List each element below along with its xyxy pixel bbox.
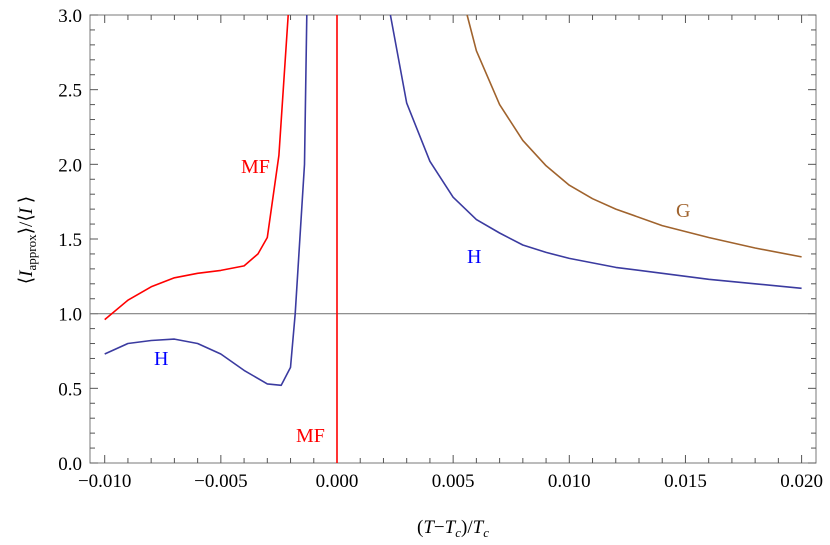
y-axis-title: ⟨Iapprox⟩/⟨I ⟩ (16, 196, 39, 284)
annotation-h-left: H (154, 348, 168, 370)
annotation-mf-vertical: MF (296, 425, 325, 447)
annotation-mf-left: MF (241, 156, 270, 178)
annotation-g: G (676, 200, 690, 222)
series-line-h-t-tc (104, 14, 308, 387)
x-tick-label: −0.010 (78, 471, 131, 492)
x-tick-label: 0.005 (432, 471, 475, 492)
x-tick-label: 0.015 (664, 471, 707, 492)
y-tick-label: 2.0 (58, 155, 82, 176)
x-axis-title: (T−Tc)/Tc (417, 517, 489, 540)
y-tick-label: 1.5 (58, 230, 82, 251)
x-tick-label: 0.010 (548, 471, 591, 492)
x-tick-label: 0.000 (316, 471, 359, 492)
axis-ticks (90, 14, 816, 464)
series-line-h-t-tc (389, 14, 802, 290)
y-tick-label: 2.5 (58, 81, 82, 102)
x-tick-label: −0.005 (194, 471, 247, 492)
y-tick-label: 1.0 (58, 305, 82, 326)
y-tick-label: 0.5 (58, 379, 82, 400)
annotation-h-right: H (467, 246, 481, 268)
x-tick-label: 0.020 (780, 471, 823, 492)
series-line-g (466, 14, 802, 258)
plot-frame (89, 14, 817, 464)
tick-labels: −0.010 −0.005 0.000 0.005 0.010 0.015 0.020 0.0… (58, 6, 823, 492)
y-tick-label: 0.0 (58, 454, 82, 475)
y-tick-label: 3.0 (58, 6, 82, 27)
series-group (104, 14, 802, 387)
series-line-mf (104, 14, 289, 321)
